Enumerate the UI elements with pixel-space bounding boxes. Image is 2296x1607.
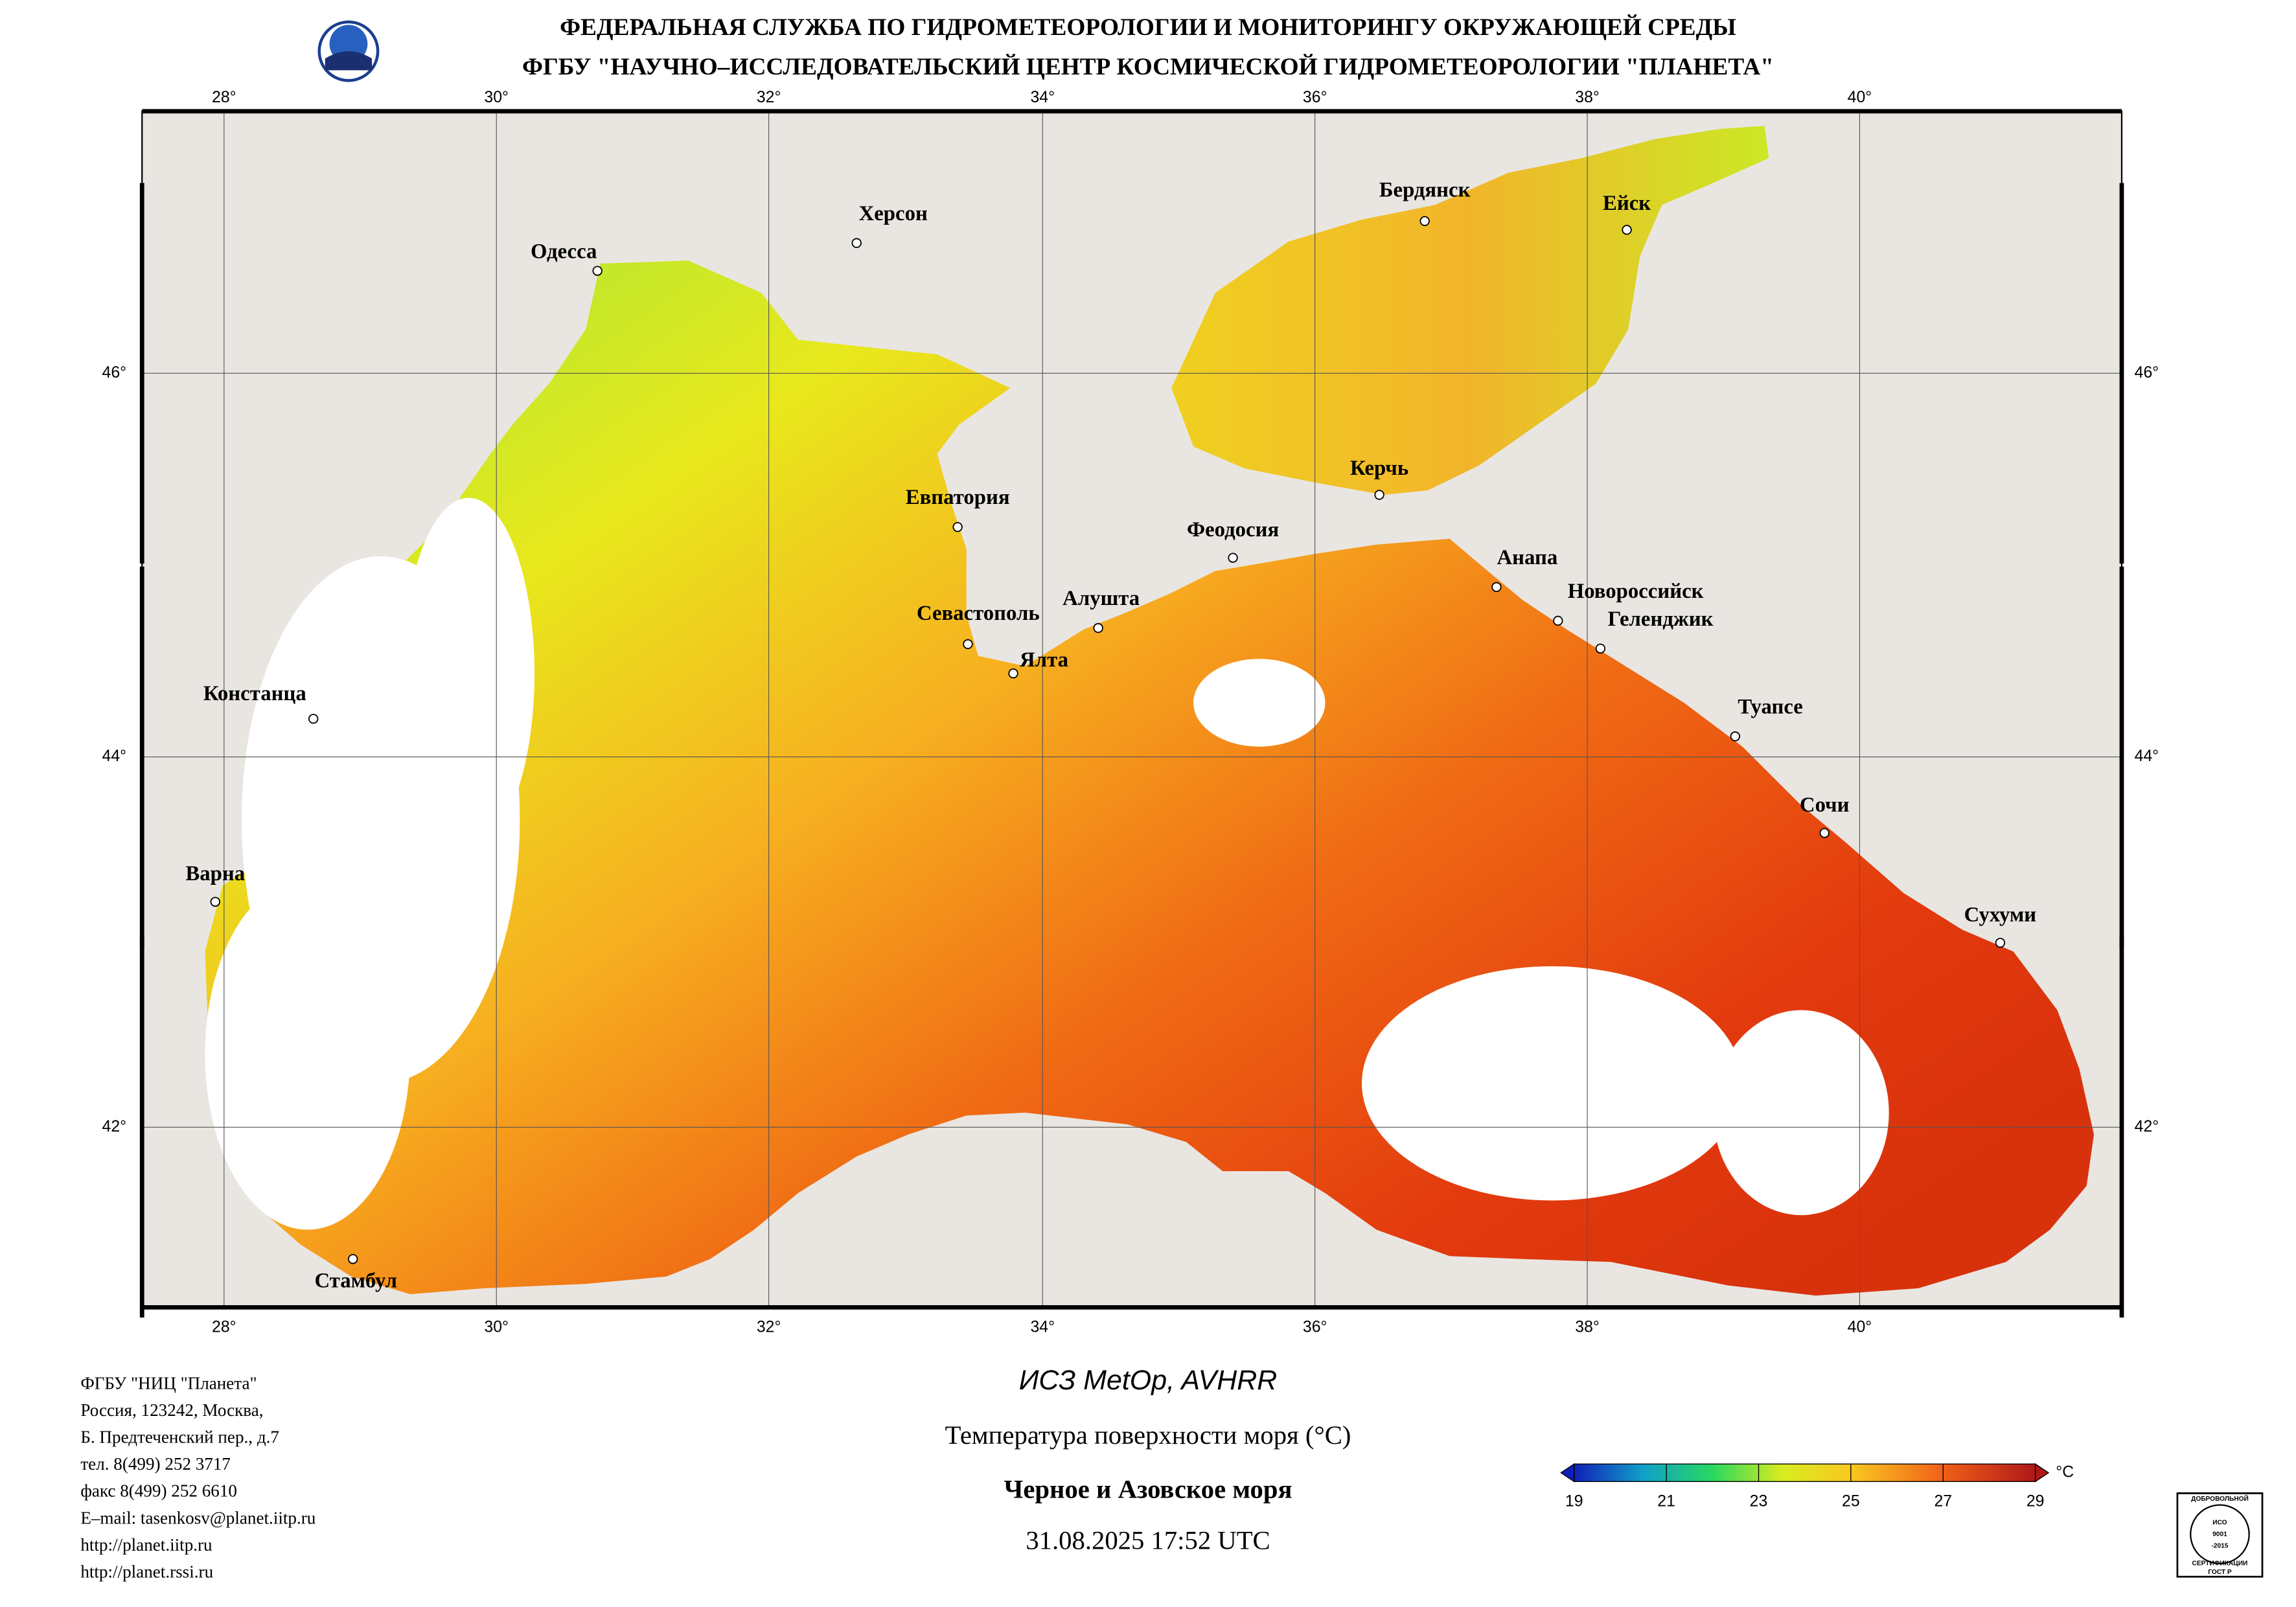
lon-label-bottom: 40° (1848, 1318, 1872, 1336)
quality-stamp (2176, 1492, 2264, 1578)
footer-line: http://planet.iitp.ru (80, 1535, 212, 1555)
stamp-text: ДОБРОВОЛЬНОЙ (2191, 1494, 2249, 1503)
lon-label-bottom: 36° (1303, 1318, 1327, 1336)
city-marker (952, 521, 963, 532)
colorbar-tick-label: 19 (1565, 1492, 1583, 1510)
city-marker (1419, 216, 1430, 226)
city-label: Евпатория (906, 486, 1010, 509)
city-marker (1008, 668, 1018, 679)
city-label: Варна (185, 862, 245, 885)
city-label: Феодосия (1187, 518, 1279, 541)
city-marker (963, 639, 973, 650)
stamp-text: 9001 (2212, 1531, 2227, 1538)
city-marker (1995, 937, 2006, 948)
lon-label-top: 28° (212, 88, 236, 106)
city-marker (1491, 582, 1502, 593)
city-marker (1819, 828, 1830, 838)
city-label: Геленджик (1608, 608, 1714, 631)
lon-label-bottom: 38° (1575, 1318, 1600, 1336)
cloud (205, 878, 410, 1230)
city-label: Сухуми (1964, 903, 2037, 926)
city-marker (1622, 225, 1632, 235)
seas (205, 126, 2095, 1296)
footer-line: тел. 8(499) 252 3717 (80, 1454, 231, 1474)
caption-region: Черное и Азовское моря (1004, 1474, 1292, 1503)
city-marker (308, 714, 319, 724)
footer-line: факс 8(499) 252 6610 (80, 1481, 237, 1501)
footer-line: http://planet.rssi.ru (80, 1562, 213, 1581)
caption-satellite: ИСЗ MetOp, AVHRR (1019, 1365, 1278, 1396)
colorbar (1574, 1463, 2036, 1482)
city-label: Херсон (859, 202, 928, 225)
logo (317, 20, 380, 82)
lon-label-bottom: 32° (757, 1318, 781, 1336)
city-label: Керчь (1350, 457, 1408, 480)
stamp-text: СЕРТИФИКАЦИИ (2192, 1560, 2248, 1567)
lon-label-bottom: 30° (484, 1318, 509, 1336)
city-label: Констанца (203, 682, 306, 705)
city-label: Севастополь (917, 602, 1040, 625)
colorbar-right-arrow (2034, 1463, 2050, 1483)
city-label: Алушта (1062, 587, 1140, 610)
lon-label-top: 32° (757, 88, 781, 106)
caption-datetime: 31.08.2025 17:52 UTC (1026, 1526, 1270, 1555)
city-marker (348, 1254, 358, 1264)
city-marker (1374, 490, 1384, 500)
lat-label-left: 44° (102, 747, 127, 765)
lat-label-right: 44° (2135, 747, 2159, 765)
lon-label-top: 34° (1030, 88, 1055, 106)
stamp-text: ИСО (2212, 1519, 2227, 1526)
lon-label-top: 30° (484, 88, 509, 106)
city-label: Стамбул (314, 1269, 397, 1292)
stamp-text: -2015 (2211, 1542, 2228, 1549)
city-label: Сочи (1800, 793, 1850, 817)
colorbar-left-arrow (1560, 1463, 1575, 1483)
colorbar-tick-label: 21 (1657, 1492, 1675, 1510)
cloud (402, 497, 534, 849)
city-marker (1595, 643, 1606, 654)
lon-label-top: 40° (1848, 88, 1872, 106)
sea-of-azov (1171, 126, 1769, 495)
colorbar-tick-label: 25 (1842, 1492, 1860, 1510)
lon-label-bottom: 34° (1030, 1318, 1055, 1336)
lat-label-left: 42° (102, 1117, 127, 1135)
footer-line: E–mail: tasenkosv@planet.iitp.ru (80, 1508, 316, 1527)
city-label: Туапсе (1738, 695, 1803, 718)
lon-label-bottom: 28° (212, 1318, 236, 1336)
lon-label-top: 38° (1575, 88, 1600, 106)
colorbar-tick-label: 27 (1934, 1492, 1952, 1510)
colorbar-tick-label: 23 (1750, 1492, 1768, 1510)
city-label: Одесса (531, 240, 597, 264)
cloud (1713, 1010, 1889, 1215)
colorbar-unit: °C (2056, 1463, 2074, 1481)
caption-title: Температура поверхности моря (°C) (945, 1420, 1351, 1450)
stamp-text: ГОСТ Р (2208, 1569, 2232, 1576)
city-marker (851, 238, 862, 248)
cloud (1193, 659, 1326, 747)
lat-label-right: 42° (2135, 1117, 2159, 1135)
city-label: Ейск (1603, 192, 1651, 215)
lat-label-left: 46° (102, 363, 127, 382)
footer-line: Б. Предтеченский пер., д.7 (80, 1428, 279, 1447)
footer-line: ФГБУ "НИЦ "Планета" (80, 1373, 257, 1393)
lon-label-top: 36° (1303, 88, 1327, 106)
footer-line: Россия, 123242, Москва, (80, 1400, 263, 1420)
header-line: ФЕДЕРАЛЬНАЯ СЛУЖБА ПО ГИДРОМЕТЕОРОЛОГИИ … (560, 14, 1736, 41)
header-line: ФГБУ "НАУЧНО–ИССЛЕДОВАТЕЛЬСКИЙ ЦЕНТР КОС… (522, 53, 1774, 80)
city-marker (592, 266, 603, 276)
city-marker (210, 896, 220, 907)
city-label: Новороссийск (1568, 580, 1704, 603)
colorbar-tick-label: 29 (2026, 1492, 2045, 1510)
city-marker (1228, 553, 1238, 563)
city-marker (1730, 731, 1741, 742)
city-label: Анапа (1497, 546, 1558, 569)
city-marker (1553, 615, 1563, 626)
cloud (1361, 966, 1743, 1201)
city-label: Ялта (1020, 648, 1068, 672)
lat-label-right: 46° (2135, 363, 2159, 382)
city-marker (1093, 622, 1103, 633)
city-label: Бердянск (1379, 179, 1471, 202)
